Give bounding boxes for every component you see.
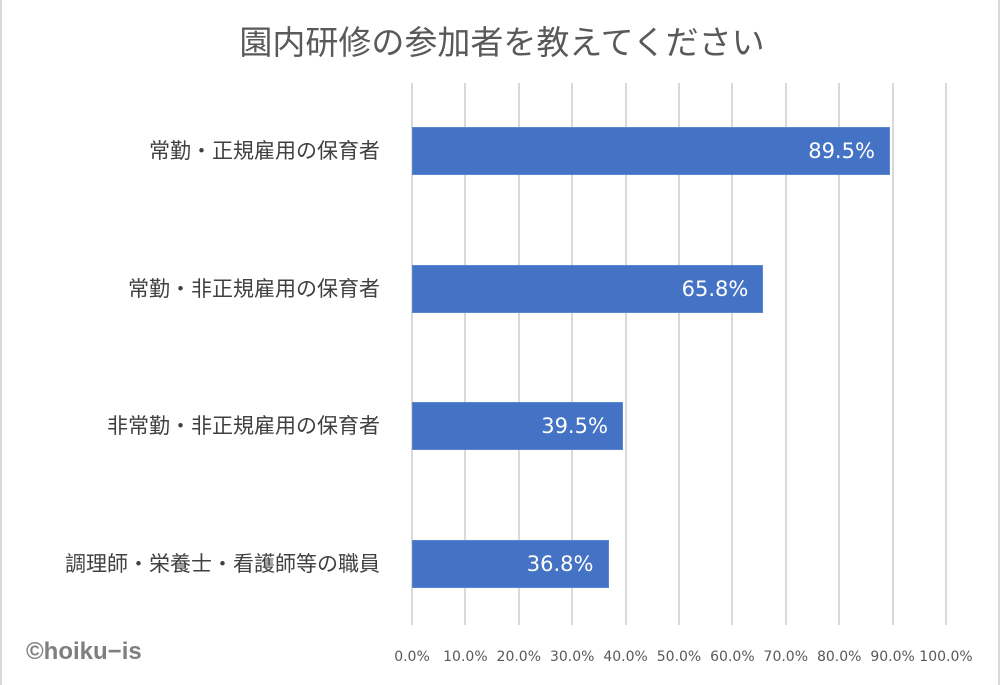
- x-tick-label: 0.0%: [394, 649, 430, 665]
- gridline: [838, 83, 841, 625]
- x-tick-label: 80.0%: [816, 649, 862, 665]
- x-tick-label: 90.0%: [870, 649, 915, 665]
- bar: 39.5%: [412, 402, 623, 450]
- bar-value-label: 89.5%: [808, 139, 875, 163]
- bar-value-label: 39.5%: [541, 414, 608, 438]
- gridline: [571, 83, 574, 625]
- gridline: [464, 83, 467, 625]
- bar: 36.8%: [412, 540, 609, 588]
- category-label: 常勤・正規雇用の保育者: [149, 139, 380, 163]
- gridline: [678, 83, 680, 625]
- gridline: [784, 83, 787, 625]
- category-label: 非常勤・非正規雇用の保育者: [107, 414, 380, 438]
- bar: 65.8%: [412, 265, 764, 313]
- category-label: 調理師・栄養士・看護師等の職員: [65, 552, 380, 576]
- gridline: [731, 83, 734, 625]
- x-tick-label: 10.0%: [443, 649, 488, 665]
- gridline: [624, 83, 627, 625]
- x-tick-label: 70.0%: [763, 649, 809, 665]
- x-tick-label: 20.0%: [496, 649, 542, 665]
- x-tick-label: 30.0%: [549, 649, 595, 665]
- x-tick-label: 100.0%: [919, 649, 973, 665]
- bar-value-label: 36.8%: [526, 552, 594, 576]
- bar: 89.5%: [412, 127, 890, 175]
- x-tick-label: 50.0%: [656, 649, 702, 665]
- gridline: [411, 83, 413, 625]
- category-label: 常勤・非正規雇用の保育者: [128, 277, 380, 301]
- x-tick-label: 40.0%: [603, 649, 648, 665]
- gridline: [945, 83, 947, 625]
- gridline: [891, 83, 894, 625]
- bar-value-label: 65.8%: [681, 277, 749, 301]
- x-tick-label: 60.0%: [710, 649, 755, 665]
- copyright-watermark: ©hoiku−is: [26, 638, 142, 665]
- gridline: [517, 83, 520, 625]
- chart-title: 園内研修の参加者を教えてください: [239, 23, 765, 62]
